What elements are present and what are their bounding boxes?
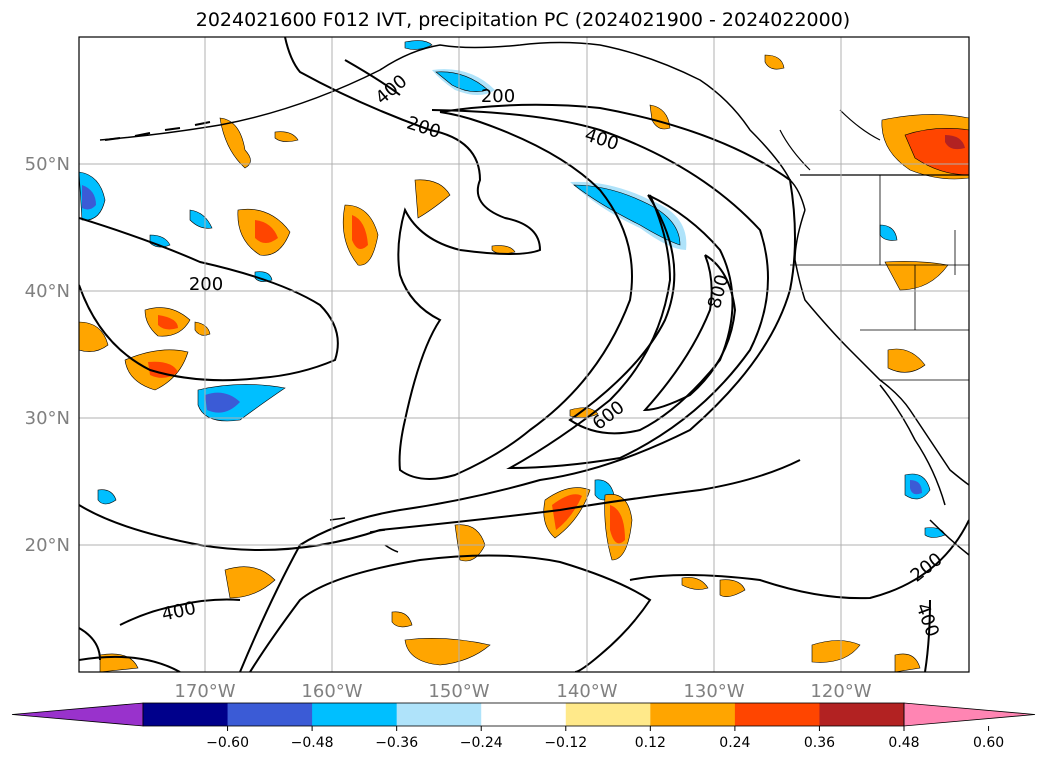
ivt-contours (79, 37, 969, 672)
colorbar-tick-label: −0.48 (291, 735, 334, 751)
colorbar-swatch (481, 703, 567, 726)
precip-blob-subtropical-positive-9 (681, 577, 709, 590)
precip-blob-western-pacific-positive-5 (219, 117, 251, 169)
colorbar-swatch (650, 703, 736, 726)
colorbar-extend-high (903, 702, 1036, 727)
colorbar-tick-label: 0.36 (804, 735, 835, 751)
colorbar-swatch (565, 703, 651, 726)
lat-tick-50n: 50°N (25, 154, 70, 175)
precip-blob-misc-negative-4 (97, 489, 117, 505)
ivt-contour-200-east (239, 103, 796, 672)
precip-blob-western-pacific-positive-6 (79, 321, 109, 352)
precip-blob-misc-positive-2 (764, 54, 785, 70)
ivt-contour-subtropical (249, 554, 652, 672)
ivt-contour-200-north (284, 37, 633, 480)
colorbar-tick-label: 0.48 (888, 735, 919, 751)
precip-blob-subtropical-positive-8 (887, 348, 926, 373)
lon-tick-120w: 120°W (810, 681, 871, 702)
colorbar-swatch (396, 703, 482, 726)
coast-baja (879, 384, 946, 506)
precip-blob-misc-negative-3 (254, 271, 273, 282)
precip-blob-misc-negative-8 (404, 40, 433, 50)
colorbar-tick-label: 0.24 (719, 735, 750, 751)
precip-blob-western-pacific-positive-7 (414, 179, 451, 219)
precip-blob-misc-negative-6 (879, 224, 898, 241)
precip-blob-subtropical-positive-5 (404, 638, 491, 666)
ivt-label-4: 200 (189, 274, 223, 295)
precip-blob-western-pacific-positive-4 (144, 307, 191, 337)
lon-tick-labels: 170°W 160°W 150°W 140°W 130°W 120°W (174, 681, 871, 702)
ivt-contour-800 (642, 254, 737, 412)
islands-aleutian (104, 121, 211, 141)
lon-tick-150w: 150°W (428, 681, 489, 702)
coast-alaska (99, 41, 806, 211)
coast-mexico (929, 519, 969, 556)
ivt-contour-sw-corner (79, 627, 181, 672)
ivt-label-0: 200 (481, 86, 515, 107)
ivt-contour-200-se (629, 519, 969, 600)
ivt-contour-400-se (924, 599, 931, 672)
colorbar-tick-label: 0.60 (973, 735, 1004, 751)
colorbar-swatches (11, 702, 1036, 727)
ivt-contour-600 (568, 194, 734, 435)
colorbar-extend-low (11, 702, 144, 727)
lat-tick-20n: 20°N (25, 535, 70, 556)
grid-lines (79, 37, 969, 672)
precip-blob-misc-negative-1 (189, 209, 213, 229)
precip-blob-central-pacific-negative (197, 384, 286, 422)
colorbar-tick-label: −0.24 (460, 735, 503, 751)
colorbar-swatch (819, 703, 905, 726)
colorbar-tick-label: −0.36 (375, 735, 418, 751)
chart-title: 2024021600 F012 IVT, precipitation PC (2… (196, 9, 850, 31)
precip-blob-subtropical-positive-4 (224, 566, 276, 599)
map-area: 200 400 200 400 200 600 800 200 400 400 (79, 37, 969, 672)
precip-blob-western-pacific-positive-3 (124, 349, 189, 391)
precip-blob-subtropical-positive-13 (894, 653, 921, 672)
colorbar-swatch (734, 703, 820, 726)
colorbar-swatch (143, 703, 229, 726)
colorbar-frame (142, 702, 905, 727)
coast-bc (779, 109, 881, 171)
colorbar-swatch (227, 703, 313, 726)
border-states-1 (790, 175, 969, 381)
precip-blob-north-america-positive (881, 114, 969, 180)
colorbar-ticks: −0.60 −0.48 −0.36 −0.24 −0.12 0.12 0.24 0.36 0.4… (206, 726, 1004, 751)
ivt-contour-400-sw (79, 459, 801, 626)
ivt-contour-200-outer (79, 217, 339, 382)
colorbar-swatch (312, 703, 398, 726)
lat-tick-30n: 30°N (25, 408, 70, 429)
lat-tick-40n: 40°N (25, 281, 70, 302)
lon-tick-160w: 160°W (301, 681, 362, 702)
precip-blob-subtropical-positive-11 (391, 611, 413, 628)
map-frame (78, 36, 970, 673)
lon-tick-130w: 130°W (683, 681, 744, 702)
precip-blob-baja-negative (904, 473, 931, 500)
precip-blob-subtropical-positive-2 (604, 493, 633, 561)
precip-blob-nw-negative-core (82, 185, 96, 210)
precip-blob-subtropical-positive-10 (719, 579, 746, 597)
precip-blob-subtropical-positive-6 (811, 640, 861, 663)
colorbar-tick-label: −0.60 (206, 735, 249, 751)
colorbar-tick-label: −0.12 (544, 735, 587, 751)
lat-tick-labels: 50°N 40°N 30°N 20°N (25, 154, 70, 556)
precip-blob-misc-positive-4 (491, 245, 516, 254)
precip-blob-western-pacific-positive-2 (342, 204, 379, 266)
precip-blob-misc-positive-6 (194, 321, 211, 336)
colorbar: −0.60 −0.48 −0.36 −0.24 −0.12 0.12 0.24 0.36 0.4… (11, 702, 1036, 751)
lon-tick-170w: 170°W (174, 681, 235, 702)
coastlines (99, 41, 969, 556)
colorbar-tick-label: 0.12 (635, 735, 666, 751)
lon-tick-140w: 140°W (556, 681, 617, 702)
precip-blob-misc-positive-3 (274, 131, 299, 142)
precip-blob-western-pacific-positive-1 (237, 208, 291, 256)
precip-blob-subtropical-positive-1 (543, 487, 591, 539)
coast-us-west (794, 209, 969, 486)
